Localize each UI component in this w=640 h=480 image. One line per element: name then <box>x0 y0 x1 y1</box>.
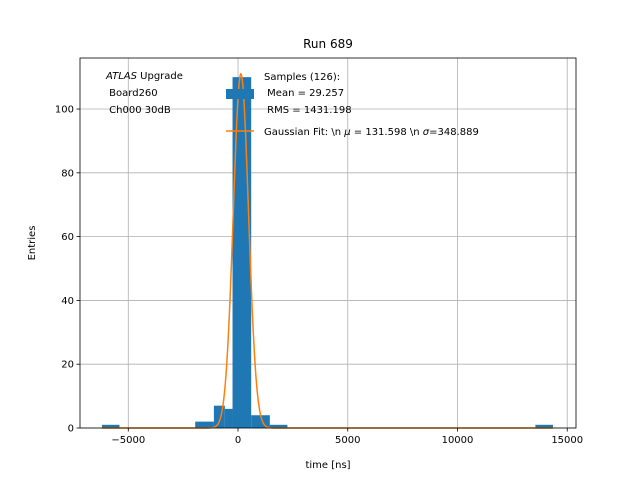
y-tick-label: 20 <box>61 360 74 371</box>
x-tick-label: 0 <box>235 435 241 446</box>
histogram-bar <box>213 405 225 428</box>
y-tick-label: 0 <box>68 424 74 435</box>
y-tick-label: 80 <box>61 168 74 179</box>
annotation-line-2: Board260 <box>106 88 158 99</box>
y-axis-label: Entries <box>27 226 38 261</box>
y-tick-label: 60 <box>61 232 74 243</box>
y-ticks: 0 20 40 60 80 100 <box>55 105 80 435</box>
histogram-bar <box>101 424 120 428</box>
annotation-line-3: Ch000 30dB <box>106 105 171 116</box>
x-axis-label: time [ns] <box>305 460 350 471</box>
annotation: ATLAS Upgrade Board260 Ch000 30dB <box>105 71 183 116</box>
x-tick-label: 5000 <box>335 435 360 446</box>
annotation-line-1: ATLAS Upgrade <box>105 71 183 82</box>
histogram-bar <box>269 424 288 428</box>
legend-fit-label: Gaussian Fit: \n μ = 131.598 \n σ=348.88… <box>264 127 479 138</box>
x-ticks: −5000 0 5000 10000 15000 <box>111 428 583 446</box>
histogram-bar <box>535 424 553 428</box>
y-tick-label: 40 <box>61 296 74 307</box>
chart-title: Run 689 <box>303 37 353 51</box>
y-tick-label: 100 <box>55 105 74 116</box>
histogram-bar <box>224 408 233 428</box>
histogram-bar <box>195 421 214 428</box>
histogram-bar <box>232 77 252 428</box>
legend-bar-line-2: Mean = 29.257 <box>264 88 344 99</box>
legend-bar-swatch <box>226 89 254 99</box>
x-tick-label: 15000 <box>551 435 583 446</box>
plot-frame <box>79 57 577 429</box>
x-tick-label: −5000 <box>111 435 145 446</box>
legend-bar-line-1: Samples (126): <box>264 72 340 83</box>
legend: Samples (126): Mean = 29.257 RMS = 1431.… <box>226 72 479 138</box>
x-tick-label: 10000 <box>442 435 474 446</box>
legend-bar-line-3: RMS = 1431.198 <box>264 105 352 116</box>
